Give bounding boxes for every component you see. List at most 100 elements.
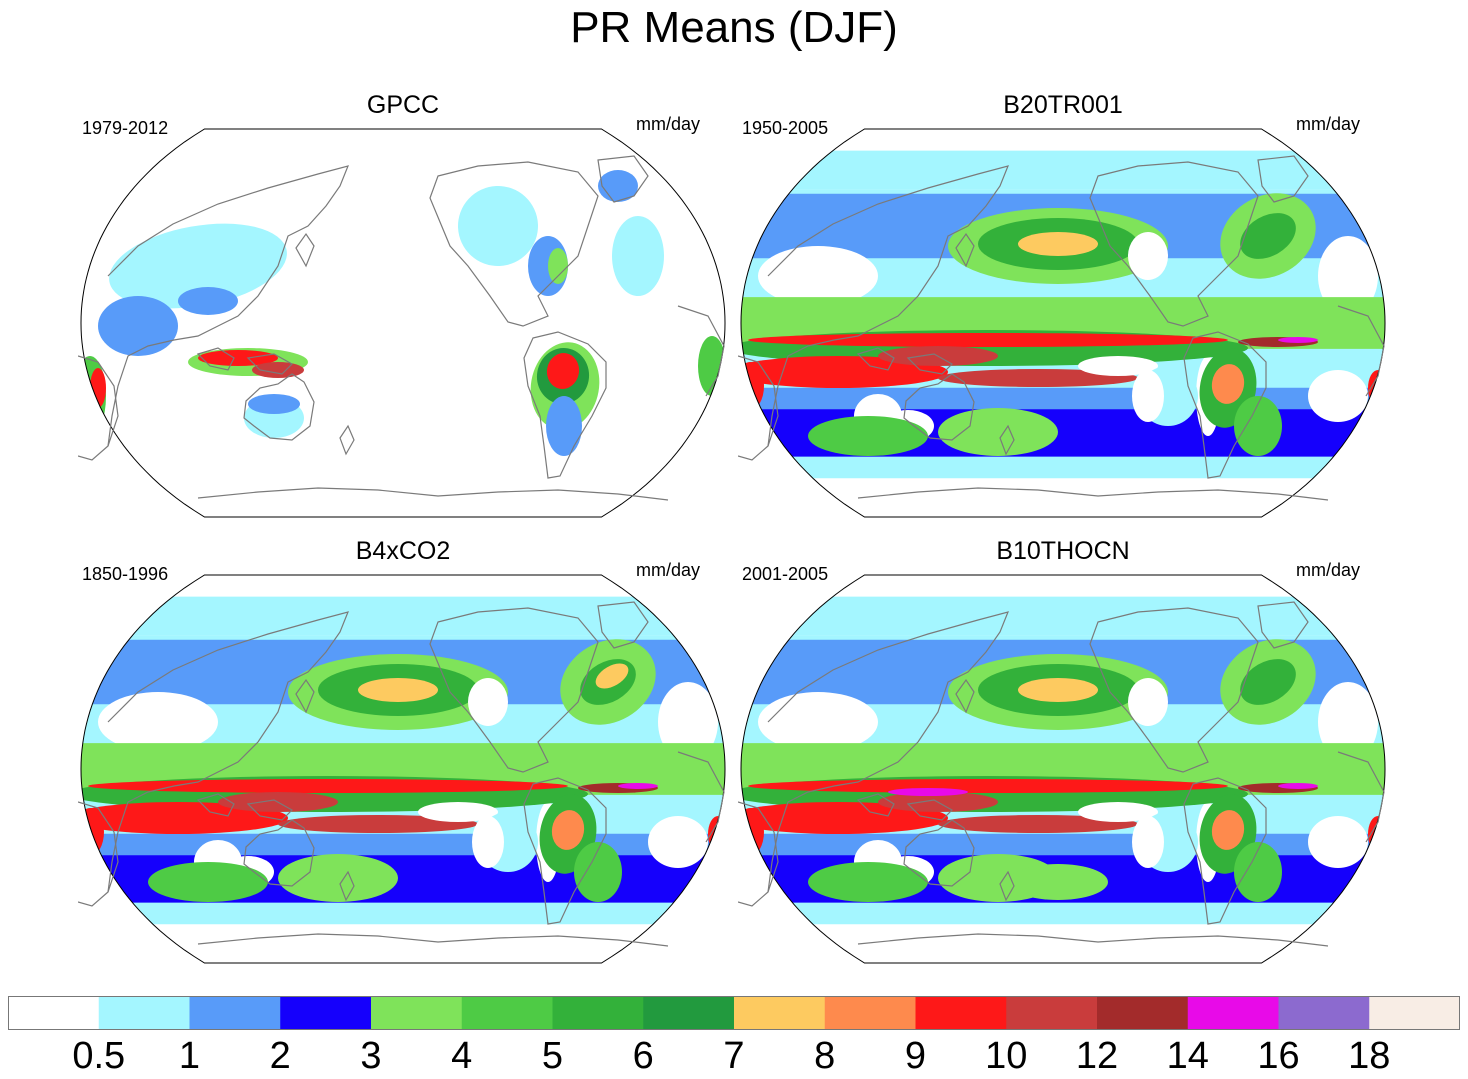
- map-outline: [740, 128, 1386, 518]
- coastline: [243, 819, 315, 887]
- coastline: [339, 424, 355, 456]
- colorbar-level-label: 4: [451, 1035, 473, 1077]
- units-label: mm/day: [635, 560, 700, 580]
- precip-band: [812, 924, 1314, 963]
- coastline: [196, 793, 235, 817]
- precip-region: [1132, 370, 1164, 422]
- precip-region: [1078, 802, 1158, 822]
- coastline: [856, 347, 895, 371]
- colorbar-level-label: 7: [723, 1035, 745, 1077]
- precip-region: [1128, 232, 1168, 280]
- coastline: [196, 347, 235, 371]
- map-panel-gpcc: GPCC 1979-2012 mm/day: [78, 91, 728, 522]
- period-label: 1950-2005: [742, 118, 829, 138]
- precip-region: [278, 815, 478, 833]
- coastline: [955, 232, 975, 268]
- colorbar-swatch: [1006, 996, 1098, 1030]
- precip-band: [792, 596, 1334, 636]
- coastline: [738, 355, 779, 461]
- precip-region: [1211, 810, 1245, 850]
- coastline: [955, 678, 975, 714]
- period-label: 1850-1996: [82, 564, 169, 584]
- precip-band: [792, 150, 1334, 190]
- colorbar-frame: [8, 996, 1460, 1030]
- map-fill: [81, 575, 725, 963]
- precip-band: [132, 596, 674, 636]
- coastline: [107, 611, 350, 893]
- colorbar-swatch: [461, 996, 553, 1030]
- precip-region: [1018, 232, 1098, 256]
- colorbar-level-label: 10: [985, 1035, 1028, 1077]
- coastline: [767, 165, 1010, 447]
- coastline: [1183, 331, 1267, 479]
- coastline: [1257, 155, 1309, 203]
- coastline: [1337, 751, 1385, 843]
- coastline: [246, 353, 293, 375]
- coastline: [738, 801, 779, 907]
- coastline: [1089, 607, 1259, 773]
- period-label: 2001-2005: [742, 564, 829, 584]
- precip-region: [98, 692, 218, 752]
- colorbar-swatch: [1369, 996, 1460, 1030]
- precip-region: [1318, 682, 1378, 762]
- coastline: [78, 355, 119, 461]
- precip-region: [938, 815, 1138, 833]
- precip-band: [812, 478, 1314, 517]
- world-map: [738, 574, 1386, 964]
- panel-title: B20TR001: [1003, 91, 1123, 119]
- world-map: [78, 128, 726, 518]
- precip-region: [109, 223, 287, 309]
- colorbar-level-label: 16: [1257, 1035, 1300, 1077]
- units-label: mm/day: [1295, 114, 1360, 134]
- precip-region: [468, 678, 508, 726]
- precip-region: [472, 816, 504, 868]
- precip-region: [1278, 783, 1318, 789]
- precip-region: [1308, 816, 1368, 868]
- precip-region: [1128, 678, 1168, 726]
- coastline: [1337, 305, 1385, 397]
- precip-region: [1234, 396, 1282, 456]
- precip-region: [648, 816, 708, 868]
- precip-region: [1008, 864, 1108, 900]
- coastline: [243, 373, 315, 441]
- panel-title: B4xCO2: [355, 537, 451, 565]
- precip-region: [1240, 659, 1296, 705]
- coastline: [677, 751, 725, 843]
- precip-region: [1078, 356, 1158, 376]
- coastline: [107, 165, 350, 447]
- precip-region: [574, 842, 622, 902]
- coastline: [295, 232, 315, 268]
- coastline: [906, 799, 953, 821]
- coastline: [767, 611, 1010, 893]
- colorbar-swatch: [643, 996, 735, 1030]
- precip-region: [148, 862, 268, 902]
- colorbar-level-label: 2: [269, 1035, 291, 1077]
- coastline: [523, 331, 607, 479]
- map-fill: [741, 575, 1385, 963]
- precip-region: [758, 246, 878, 306]
- map-panel-b20tr001: B20TR001 1950-2005 mm/day: [738, 91, 1388, 522]
- precip-region: [178, 287, 238, 315]
- precip-region: [888, 788, 968, 796]
- colorbar-level-label: 12: [1075, 1035, 1119, 1077]
- precip-region: [595, 663, 629, 689]
- precip-region: [546, 353, 580, 389]
- precip-region: [758, 692, 878, 752]
- precip-region: [938, 408, 1058, 456]
- map-outline: [80, 128, 726, 518]
- colorbar-swatch: [552, 996, 644, 1030]
- precip-region: [551, 810, 585, 850]
- colorbar-swatch: [280, 996, 372, 1030]
- coastline: [903, 373, 975, 441]
- coastline: [197, 487, 669, 501]
- colorbar: [8, 996, 1460, 1030]
- coastline: [1089, 161, 1259, 327]
- coastline: [339, 870, 355, 902]
- colorbar-swatch: [8, 996, 100, 1030]
- world-map: [738, 128, 1386, 518]
- precip-region: [1318, 236, 1378, 316]
- map-panel-b10thocn: B10THOCN 2001-2005 mm/day: [738, 537, 1388, 968]
- precip-region: [1234, 842, 1282, 902]
- precip-region: [741, 356, 948, 388]
- map-outline: [80, 574, 726, 964]
